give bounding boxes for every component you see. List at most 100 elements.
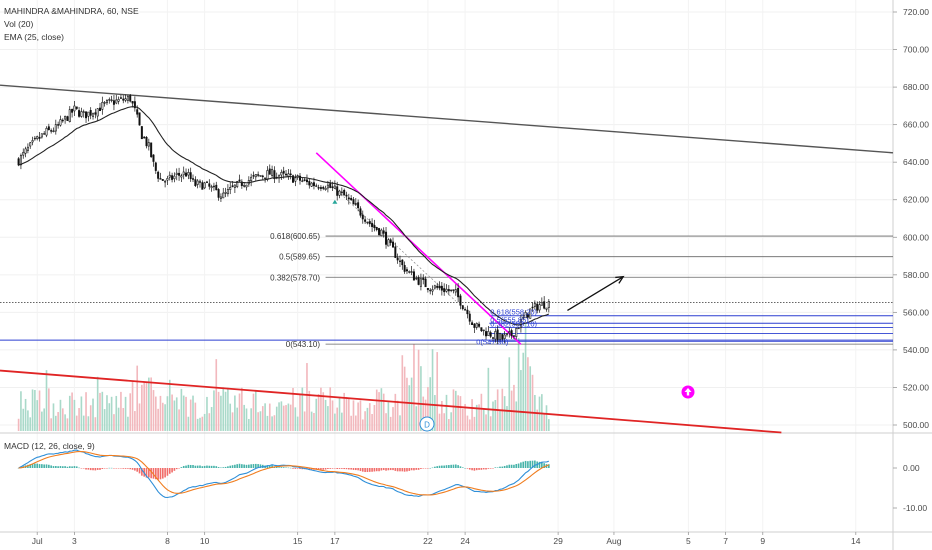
- candle-body: [524, 312, 527, 319]
- macd-histogram-bar: [378, 468, 380, 472]
- candle-body: [408, 271, 411, 273]
- macd-histogram-bar: [480, 468, 483, 470]
- volume-bar: [536, 409, 539, 431]
- candle-body: [226, 189, 229, 195]
- dividend-marker[interactable]: D: [419, 416, 435, 432]
- candle-body: [282, 170, 285, 174]
- volume-bar: [45, 370, 48, 431]
- volume-bar: [329, 387, 332, 431]
- volume-bar: [308, 390, 311, 431]
- volume-bar: [408, 385, 411, 431]
- volume-bar: [238, 393, 241, 431]
- macd-histogram-bar: [168, 468, 171, 474]
- dividend-marker-circle[interactable]: [419, 416, 435, 432]
- candle-body: [347, 197, 350, 200]
- volume-bar: [273, 415, 276, 431]
- macd-histogram-bar: [268, 465, 271, 468]
- candle-body: [312, 182, 315, 187]
- candle-body: [301, 180, 304, 182]
- macd-histogram-bar: [434, 466, 436, 468]
- candle-body: [19, 155, 22, 166]
- macd-histogram-bar: [171, 468, 173, 473]
- candle-body: [215, 184, 218, 191]
- volume-bar: [357, 402, 359, 431]
- candle-body: [222, 192, 225, 199]
- macd-histogram-bar: [427, 468, 429, 469]
- candle-body: [115, 99, 118, 104]
- macd-histogram-bar: [43, 464, 45, 468]
- volume-bar: [113, 414, 115, 431]
- volume-bar: [71, 392, 73, 431]
- volume-bar: [189, 399, 192, 431]
- macd-histogram-bar: [103, 468, 106, 469]
- alert-up-icon[interactable]: [681, 385, 695, 399]
- volume-bar: [503, 396, 506, 431]
- volume-bar: [120, 391, 122, 431]
- macd-histogram-bar: [496, 467, 499, 468]
- macd-histogram-bar: [129, 468, 132, 470]
- date-tick-label: 8: [165, 536, 170, 546]
- candle-body: [457, 287, 460, 298]
- candle-body: [419, 278, 422, 287]
- signal-marker-icon: [332, 199, 338, 204]
- volume-bar: [424, 399, 427, 431]
- macd-histogram-bar: [506, 465, 508, 468]
- macd-histogram-bar: [413, 468, 415, 471]
- candle-body: [438, 285, 441, 289]
- candle-body: [98, 107, 101, 112]
- volume-bar: [389, 416, 392, 431]
- macd-histogram-bar: [285, 467, 287, 469]
- macd-histogram-bar: [541, 462, 543, 468]
- volume-bar: [354, 415, 357, 431]
- candle-body: [485, 331, 488, 337]
- macd-histogram-bar: [66, 466, 69, 468]
- volume-bar: [513, 384, 515, 431]
- macd-histogram-bar: [429, 467, 432, 469]
- macd-histogram-bar: [387, 468, 390, 471]
- candle-body: [487, 331, 490, 336]
- volume-bar: [131, 381, 134, 431]
- volume-bar: [371, 413, 373, 431]
- macd-histogram-bar: [371, 468, 373, 472]
- volume-bar: [420, 366, 422, 431]
- macd-histogram-bar: [431, 467, 434, 469]
- macd-histogram-bar: [482, 468, 485, 470]
- macd-histogram-bar: [82, 468, 85, 469]
- volume-bar: [292, 387, 294, 431]
- price-tick-label: 600.00: [903, 232, 929, 242]
- candle-body: [385, 231, 388, 245]
- macd-histogram-bar: [248, 464, 250, 468]
- macd-histogram-bar: [350, 468, 352, 470]
- candle-body: [533, 303, 536, 307]
- volume-bar: [185, 396, 187, 431]
- candle-body: [324, 187, 327, 190]
- volume-bar: [471, 399, 473, 431]
- volume-bar: [89, 405, 92, 431]
- volume-bar: [27, 410, 29, 431]
- upper-trendline[interactable]: [0, 84, 894, 154]
- date-tick-label: 5: [686, 536, 691, 546]
- candle-body: [326, 184, 329, 189]
- macd-tick-label: 0.00: [903, 463, 920, 473]
- volume-bar: [324, 399, 327, 431]
- volume-bar: [129, 393, 132, 431]
- candle-body: [503, 334, 506, 339]
- volume-bar: [43, 408, 45, 431]
- macd-histogram-bar: [503, 465, 506, 468]
- macd-histogram-bar: [294, 468, 297, 469]
- volume-bar: [359, 400, 362, 431]
- macd-histogram-bar: [41, 464, 43, 468]
- lower-trendline[interactable]: [0, 369, 782, 434]
- target-arrow-shaft[interactable]: [567, 276, 624, 312]
- candle-body: [287, 173, 290, 177]
- macd-histogram-bar: [75, 466, 78, 468]
- candle-body: [131, 101, 134, 104]
- macd-histogram-bar: [138, 468, 141, 474]
- macd-histogram-bar: [57, 466, 59, 468]
- price-tick-label: 520.00: [903, 382, 929, 392]
- candle-body: [175, 172, 178, 175]
- candle-body: [361, 214, 364, 220]
- magenta-trendline[interactable]: [315, 152, 522, 345]
- macd-histogram-bar: [464, 467, 466, 469]
